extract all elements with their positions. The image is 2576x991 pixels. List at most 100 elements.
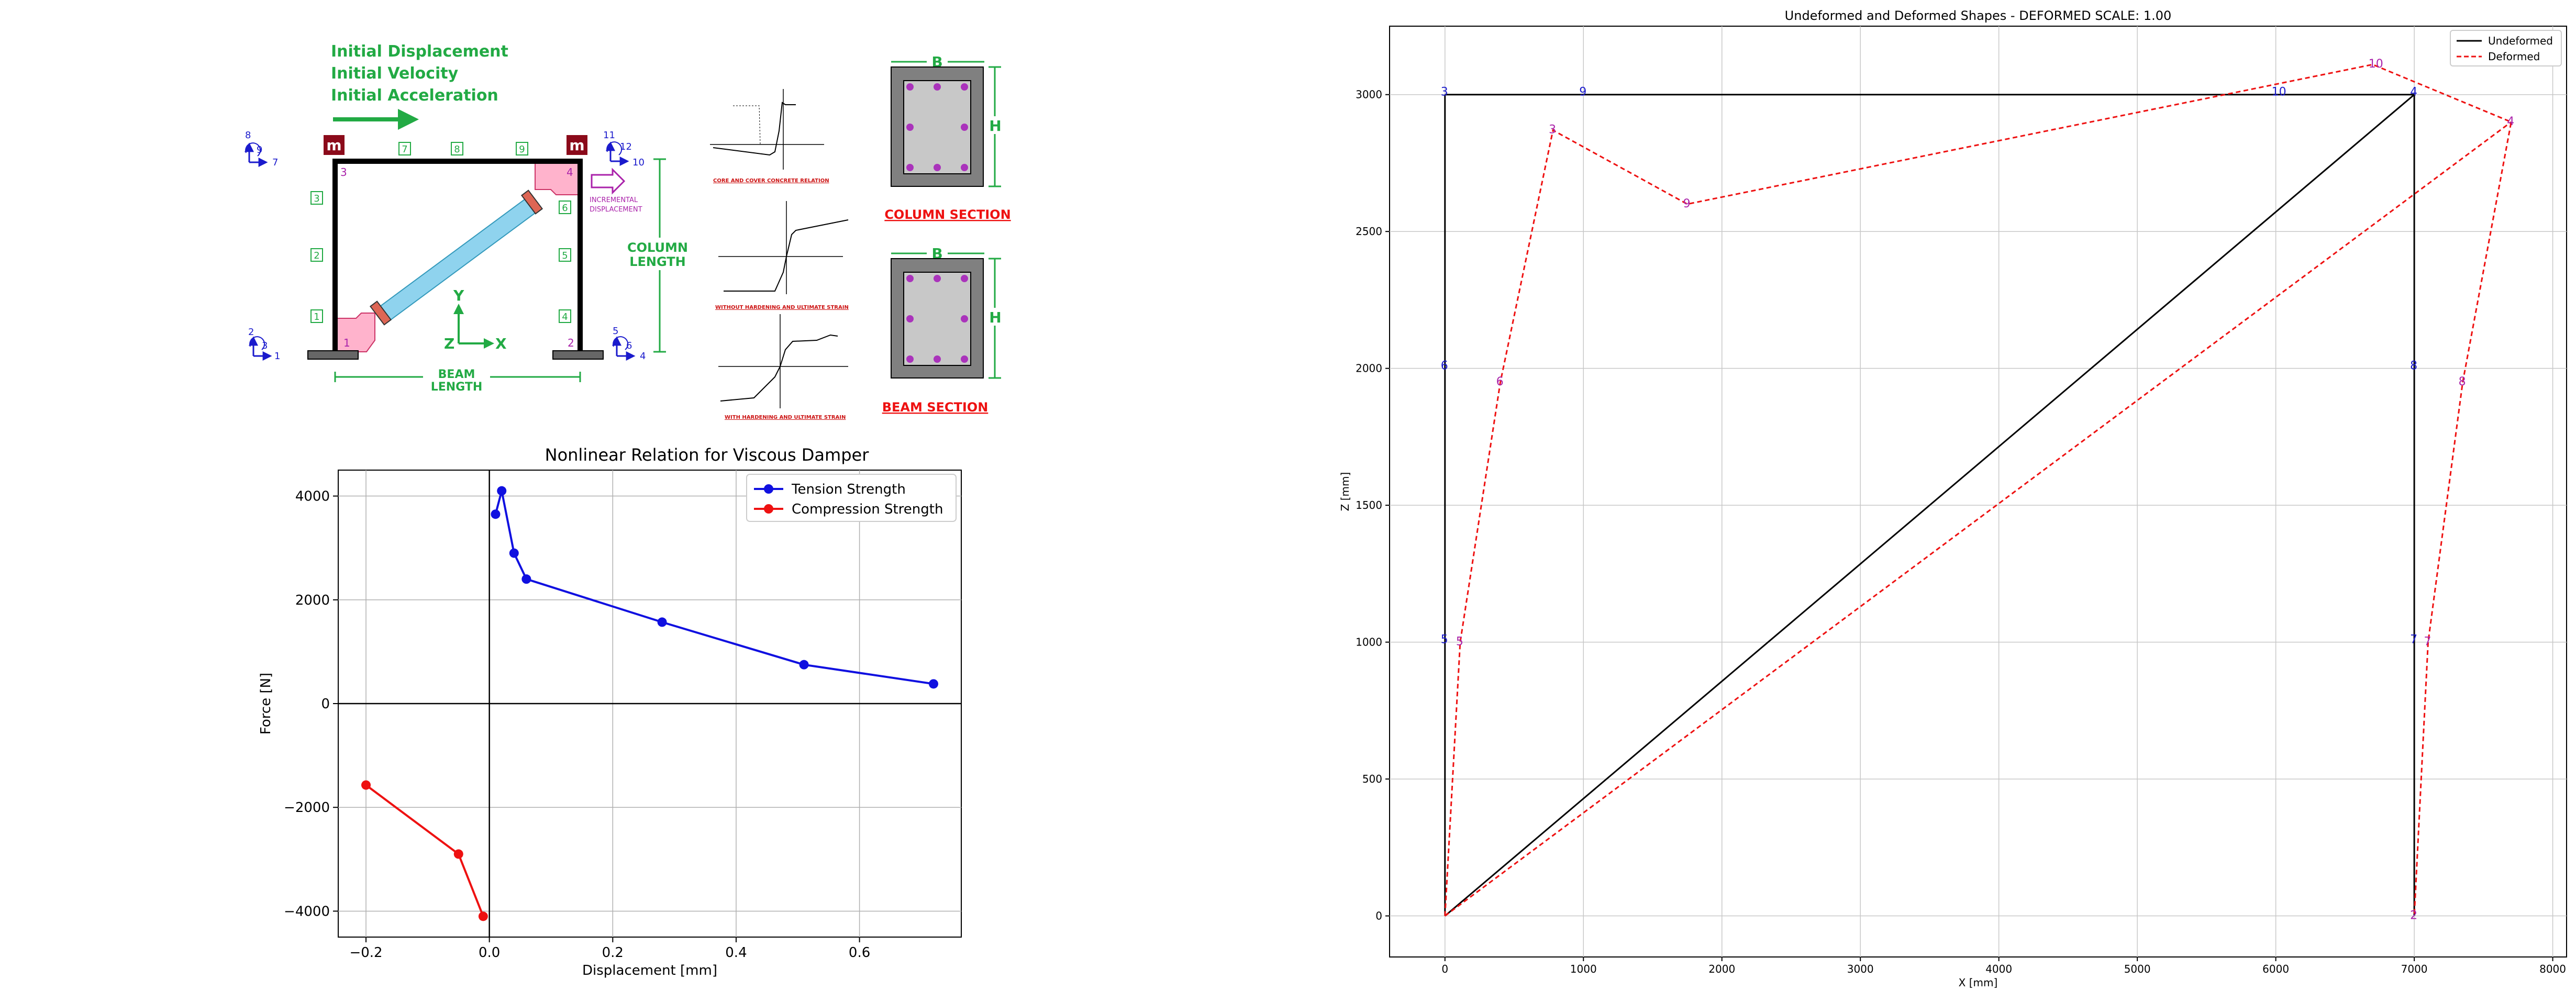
damper-series xyxy=(361,486,938,921)
damper-end-left xyxy=(369,300,392,326)
damper-data-point xyxy=(928,679,938,689)
legend-marker-compression xyxy=(764,504,773,514)
dof-label-11: 11 xyxy=(603,130,615,141)
frame-x-axis-label: X [mm] xyxy=(1959,976,1998,989)
damper-data-point xyxy=(497,486,507,496)
beam-section-title: BEAM SECTION xyxy=(882,400,989,415)
deformed-node-label: 6 xyxy=(1496,375,1504,388)
damper-legend-box xyxy=(746,474,957,522)
element-label-2: 2 xyxy=(314,250,319,261)
deformed-node-label: 9 xyxy=(1683,197,1691,210)
damper-data-point xyxy=(521,574,531,584)
initial-displacement-label: Initial Displacement xyxy=(331,42,508,61)
frame-y-tick-label: 500 xyxy=(1362,773,1382,785)
frame-y-tick-label: 1500 xyxy=(1356,499,1382,511)
undeformed-shape-line xyxy=(1444,94,2415,917)
damper-data-point xyxy=(657,617,667,627)
deformed-node-label: 3 xyxy=(1549,124,1556,137)
frame-plot-area xyxy=(1389,26,2567,957)
column-length-label-bg xyxy=(626,238,693,270)
deformed-shape-line xyxy=(1444,121,2512,917)
undeformed-node-label: 5 xyxy=(1441,633,1448,647)
damper-data-point xyxy=(509,548,519,558)
frame-y-tick-label: 2000 xyxy=(1356,362,1382,375)
element-label-3: 3 xyxy=(314,193,319,204)
damper-end-right xyxy=(520,190,543,215)
dof-label-12: 12 xyxy=(620,141,632,152)
dof-label-9: 9 xyxy=(257,144,262,155)
element-label-6: 6 xyxy=(562,203,568,214)
connector-bottom-left xyxy=(336,313,375,352)
legend-label-compression: Compression Strength xyxy=(792,502,943,517)
frame-x-tick-label: 5000 xyxy=(2124,963,2151,975)
frame-chart: 0 1000 2000 3000 4000 5000 6000 7000 8000 0 500 100… xyxy=(1339,8,2567,989)
incremental-displacement-label-2: DISPLACEMENT xyxy=(590,206,642,214)
dof-node-2: 5 6 4 xyxy=(612,326,646,362)
damper-y-tick-label: −2000 xyxy=(284,800,330,816)
deformed-node-label: 2 xyxy=(2410,909,2417,922)
axis-x-label: X xyxy=(495,335,507,352)
element-label-1: 1 xyxy=(314,311,319,322)
damper-ticks: −0.2 0.0 0.2 0.4 0.6 −4000 −2000 0 2000 4000 xyxy=(284,489,870,961)
column-length-label: COLUMN xyxy=(627,240,688,255)
damper-x-tick-label: 0.2 xyxy=(602,945,624,961)
column-section-rebars xyxy=(906,83,968,171)
column-section-h-label: H xyxy=(989,117,1001,135)
deformed-node-label: 8 xyxy=(2459,375,2466,388)
beam-section-b-label: B xyxy=(931,245,942,262)
incremental-displacement-label: INCREMENTAL xyxy=(590,196,638,204)
node-label-3: 3 xyxy=(340,166,347,179)
dof-label-5: 5 xyxy=(613,326,618,337)
deformed-node-label: 4 xyxy=(2507,115,2514,128)
damper-x-axis-label: Displacement [mm] xyxy=(582,963,717,978)
undeformed-node-label: 9 xyxy=(1579,86,1586,99)
column-section-core xyxy=(903,80,971,174)
dof-node-1: 2 3 1 xyxy=(248,327,280,362)
dof-label-6: 6 xyxy=(626,340,632,351)
dof-label-8: 8 xyxy=(245,130,251,141)
beam-section-core xyxy=(903,272,971,366)
deformed-shape-line xyxy=(1444,63,2512,916)
element-label-7: 7 xyxy=(402,144,407,155)
damper-data-point xyxy=(361,780,371,790)
damper-chart-title: Nonlinear Relation for Viscous Damper xyxy=(545,445,870,465)
undeformed-node-label: 8 xyxy=(2410,360,2417,373)
material-curves: CORE AND COVER CONCRETE RELATION WITHOUT… xyxy=(710,89,849,420)
with-hardening-curve: WITH HARDENING AND ULTIMATE STRAIN xyxy=(718,314,848,420)
dof-node-4: 11 12 10 xyxy=(603,130,645,168)
undeformed-node-label: 4 xyxy=(2410,86,2417,99)
element-label-9: 9 xyxy=(519,144,525,155)
frame-ticks: 0 1000 2000 3000 4000 5000 6000 7000 8000 0 500 100… xyxy=(1356,88,2566,975)
node-label-1: 1 xyxy=(343,337,350,349)
element-labels: 1 2 3 4 5 6 7 8 9 xyxy=(310,142,571,323)
mass-left-label: m xyxy=(326,137,341,154)
damper-x-tick-label: −0.2 xyxy=(349,945,382,961)
damper-y-tick-label: 0 xyxy=(321,696,330,712)
dof-node-3: 8 9 7 xyxy=(245,130,278,168)
support-left xyxy=(307,350,359,360)
dof-label-1: 1 xyxy=(274,351,280,362)
mass-right-label: m xyxy=(569,137,584,154)
damper-y-axis-label: Force [N] xyxy=(258,673,274,734)
frame-y-tick-label: 1000 xyxy=(1356,636,1382,649)
frame-y-tick-label: 3000 xyxy=(1356,88,1382,101)
without-hardening-curve: WITHOUT HARDENING AND ULTIMATE STRAIN xyxy=(715,201,849,310)
frame-legend-box xyxy=(2450,30,2562,66)
damper-chart: −0.2 0.0 0.2 0.4 0.6 −4000 −2000 0 2000 4000 Nonl… xyxy=(258,445,962,978)
beam-length-label-2: LENGTH xyxy=(431,381,483,394)
undeformed-node-label: 3 xyxy=(1441,86,1448,99)
frame-legend: Undeformed Deformed xyxy=(2450,30,2562,66)
damper-y-tick-label: −4000 xyxy=(284,904,330,919)
beam-length-label-bg xyxy=(423,366,490,394)
damper-y-tick-label: 4000 xyxy=(295,489,330,505)
undeformed-node-label: 7 xyxy=(2410,633,2417,647)
dof-label-2: 2 xyxy=(248,327,254,338)
element-label-8: 8 xyxy=(454,144,460,155)
frame-node-labels: 3 9 10 4 6 5 8 7 3 9 10 4 6 5 8 7 2 xyxy=(1441,58,2514,922)
frame-y-tick-label: 0 xyxy=(1375,910,1382,922)
dof-label-7: 7 xyxy=(272,157,278,168)
axis-y-label: Y xyxy=(453,287,464,304)
legend-marker-tension xyxy=(764,484,773,494)
damper-x-tick-label: 0.4 xyxy=(725,945,747,961)
mass-left xyxy=(324,135,345,155)
